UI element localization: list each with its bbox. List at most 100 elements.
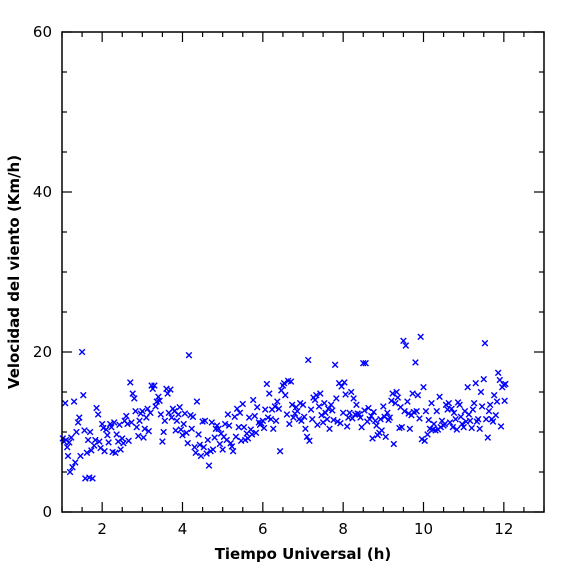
data-point	[94, 411, 102, 418]
data-point	[304, 356, 312, 364]
data-point	[132, 407, 139, 415]
data-point	[469, 406, 477, 413]
data-point	[372, 417, 379, 425]
data-point	[413, 407, 420, 415]
data-point	[390, 440, 398, 448]
data-point	[136, 417, 143, 425]
x-axis-label: Tiempo Universal (h)	[215, 545, 392, 563]
data-point	[253, 403, 261, 411]
data-point	[89, 475, 96, 482]
data-point	[358, 423, 365, 431]
data-point	[465, 411, 473, 418]
data-point	[269, 425, 277, 433]
data-point	[418, 435, 426, 443]
data-point	[75, 414, 83, 421]
data-point	[384, 409, 391, 417]
data-point	[235, 423, 243, 431]
data-point	[283, 411, 291, 418]
data-point	[161, 417, 169, 425]
data-point	[251, 412, 259, 420]
data-point	[201, 417, 209, 425]
data-point	[405, 410, 412, 417]
data-point	[247, 426, 255, 433]
data-point	[120, 439, 127, 447]
data-point	[307, 406, 315, 413]
data-point	[267, 415, 275, 423]
data-point	[296, 399, 304, 407]
data-point	[118, 435, 126, 442]
data-point	[501, 397, 508, 405]
data-point	[417, 333, 424, 341]
data-point	[271, 403, 279, 410]
data-point	[303, 433, 311, 441]
data-point	[274, 398, 281, 405]
data-point	[357, 414, 364, 421]
data-point	[129, 390, 136, 397]
data-point	[290, 414, 297, 421]
data-point	[337, 419, 344, 427]
data-point	[373, 422, 380, 429]
data-point	[64, 452, 72, 460]
data-point	[496, 376, 504, 384]
data-point	[81, 427, 88, 434]
data-point	[140, 434, 147, 441]
data-point	[156, 397, 163, 405]
data-point	[331, 361, 339, 369]
data-point	[318, 411, 325, 419]
data-point	[205, 462, 213, 469]
data-point	[361, 407, 368, 414]
data-point	[139, 407, 146, 415]
axis-ticks	[61, 31, 545, 513]
data-point	[339, 409, 347, 417]
data-point	[213, 422, 221, 429]
data-point	[197, 452, 205, 460]
data-point	[184, 439, 192, 447]
data-point	[278, 387, 285, 394]
data-point	[239, 400, 247, 408]
data-point	[298, 417, 305, 425]
data-point	[96, 438, 103, 445]
data-point	[446, 419, 454, 426]
data-point	[175, 411, 182, 418]
data-point	[211, 434, 218, 441]
data-point	[128, 419, 135, 426]
y-tick-label: 20	[33, 343, 52, 361]
data-point	[327, 401, 335, 409]
data-point	[241, 436, 249, 444]
data-point	[147, 409, 154, 417]
data-point	[196, 441, 204, 449]
data-point	[398, 423, 406, 431]
data-point	[494, 369, 502, 377]
data-point	[478, 403, 486, 410]
data-point	[70, 398, 78, 405]
data-point	[436, 393, 443, 401]
data-point	[102, 426, 110, 433]
data-point	[308, 415, 316, 423]
data-point	[342, 391, 349, 398]
data-point	[442, 401, 450, 409]
data-point	[300, 413, 308, 421]
data-point	[66, 468, 74, 476]
data-point	[378, 427, 386, 434]
data-point	[133, 423, 140, 431]
data-point	[110, 419, 118, 426]
data-point	[195, 431, 202, 438]
data-point	[400, 337, 407, 345]
data-point	[221, 420, 229, 428]
data-point	[428, 399, 435, 407]
x-tick-label: 12	[494, 520, 513, 538]
data-point	[180, 420, 187, 428]
data-point	[466, 417, 474, 425]
data-point	[314, 421, 321, 429]
data-point	[252, 429, 260, 437]
data-point	[149, 385, 157, 393]
data-point	[65, 439, 73, 446]
data-point	[330, 416, 337, 424]
data-point	[306, 437, 313, 445]
data-point	[135, 432, 142, 440]
data-point	[143, 414, 150, 421]
data-point	[272, 417, 280, 425]
data-point	[92, 436, 99, 444]
data-point	[329, 407, 336, 414]
